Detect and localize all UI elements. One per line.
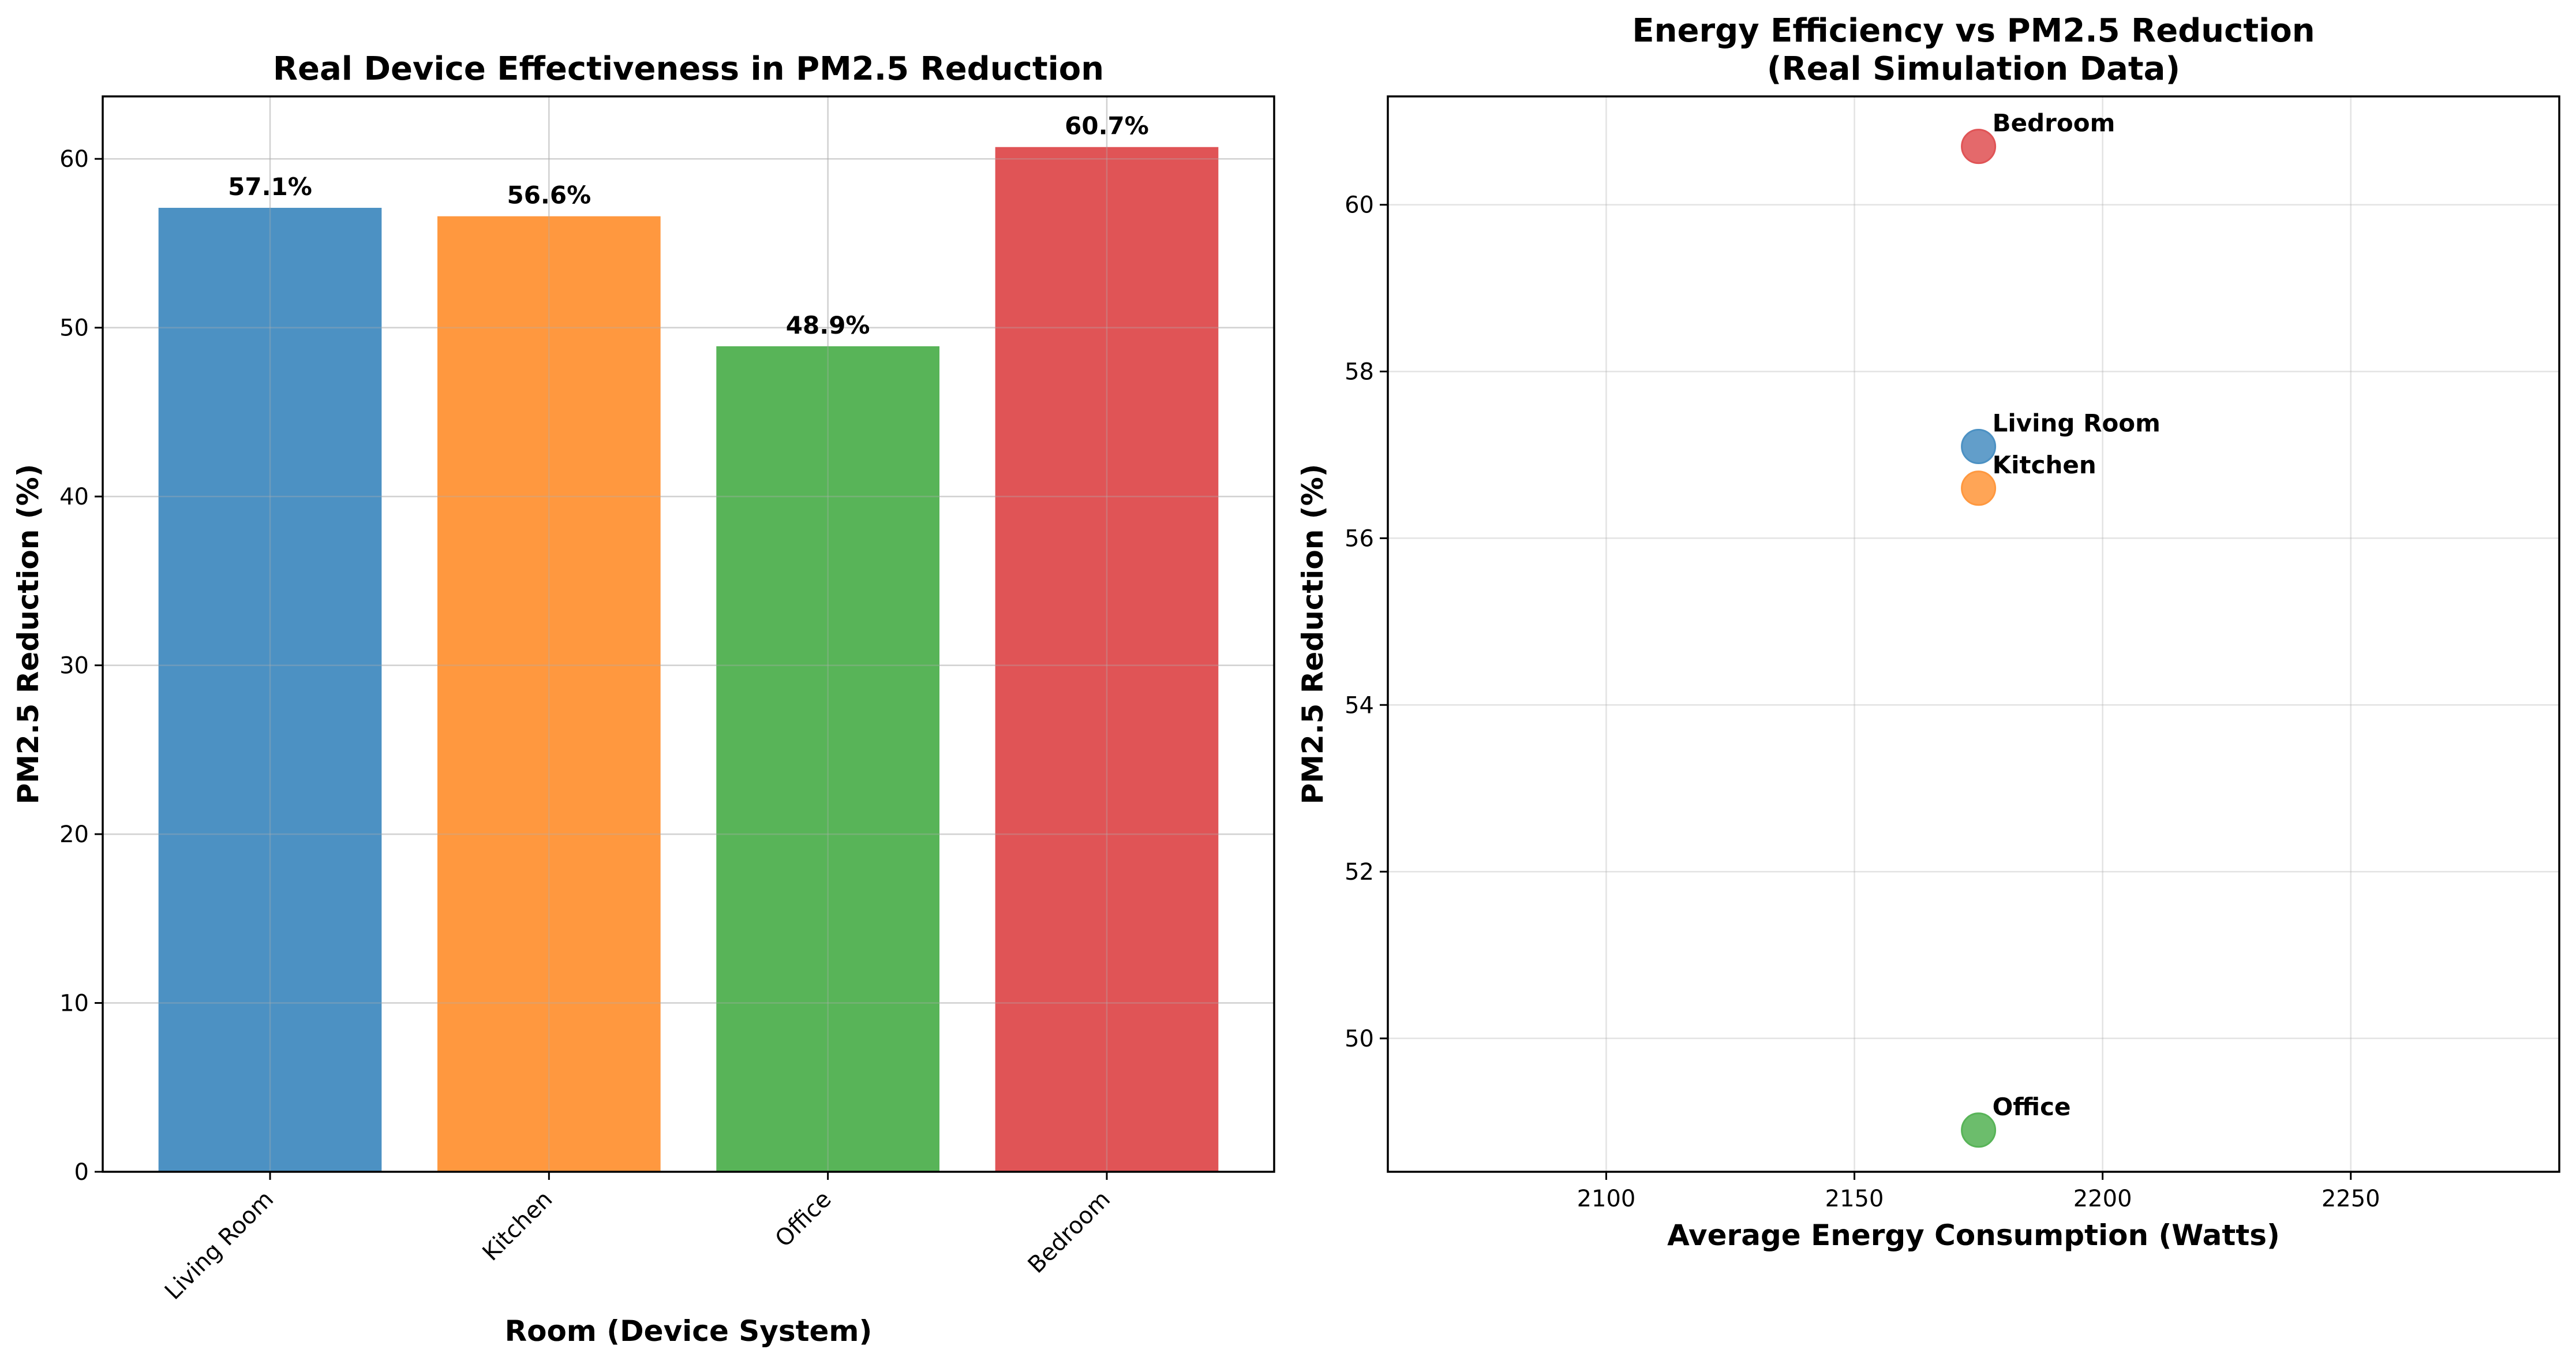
bar-y-tick-label: 50: [59, 315, 89, 342]
bar-y-tick-label: 0: [74, 1159, 89, 1186]
scatter-x-tick-label: 2100: [1577, 1186, 1636, 1212]
bar-y-tick-label: 20: [59, 821, 89, 848]
scatter-point-living-room: [1961, 429, 1997, 465]
bar-data-label: 57.1%: [228, 173, 312, 201]
scatter-chart-points: [1961, 129, 1997, 1148]
scatter-y-tick-label: 56: [1345, 525, 1374, 552]
bar-chart-title: Real Device Effectiveness in PM2.5 Reduc…: [273, 50, 1104, 88]
scatter-point-label: Office: [1993, 1093, 2071, 1121]
bar-data-label: 56.6%: [507, 181, 591, 210]
scatter-chart-frame: [1387, 95, 2560, 1173]
bar-y-tick-label: 60: [59, 146, 89, 173]
scatter-x-tick-label: 2200: [2073, 1186, 2132, 1212]
scatter-chart: Energy Efficiency vs PM2.5 Reduction (Re…: [1296, 12, 2560, 1252]
bar-office: [716, 346, 939, 1172]
bar-y-tick-label: 30: [59, 653, 89, 679]
bar-data-label: 60.7%: [1065, 112, 1149, 140]
scatter-point-bedroom: [1961, 129, 1997, 165]
bar-y-tick-label: 40: [59, 484, 89, 510]
scatter-point-office: [1961, 1112, 1997, 1148]
scatter-y-tick-label: 50: [1345, 1026, 1374, 1052]
scatter-y-tick-label: 52: [1345, 859, 1374, 885]
scatter-chart-grid: [1388, 96, 2559, 1172]
bar-chart: Real Device Effectiveness in PM2.5 Reduc…: [12, 50, 1275, 1348]
bar-bedroom: [995, 147, 1219, 1172]
scatter-chart-ticks: 2100 2150 2200 2250 50 52 54 56 58 60: [1345, 192, 2380, 1212]
scatter-chart-y-axis-label: PM2.5 Reduction (%): [1296, 464, 1330, 804]
bar-chart-bars: [158, 147, 1219, 1172]
bar-x-tick-label: Living Room: [160, 1186, 279, 1305]
bar-living-room: [158, 208, 382, 1172]
scatter-point-label: Kitchen: [1993, 451, 2096, 479]
bar-y-tick-label: 10: [59, 991, 89, 1017]
bar-chart-x-axis-label: Room (Device System): [505, 1314, 873, 1348]
scatter-y-tick-label: 58: [1345, 359, 1374, 386]
bar-x-grid-overlay: [103, 96, 1274, 1173]
bar-chart-data-labels: 57.1% 56.6% 48.9% 60.7%: [228, 112, 1149, 339]
scatter-point-label: Living Room: [1993, 409, 2161, 438]
scatter-y-tick-label: 54: [1345, 692, 1374, 719]
scatter-x-tick-label: 2250: [2322, 1186, 2380, 1212]
bar-x-tick-label: Office: [770, 1186, 837, 1253]
bar-kitchen: [437, 216, 661, 1172]
bar-chart-y-axis-label: PM2.5 Reduction (%): [12, 464, 45, 804]
scatter-point-kitchen: [1961, 470, 1997, 506]
scatter-chart-title-line-1: Energy Efficiency vs PM2.5 Reduction: [1632, 12, 2315, 50]
scatter-point-label: Bedroom: [1993, 109, 2116, 137]
scatter-y-tick-label: 60: [1345, 192, 1374, 219]
scatter-chart-point-labels: Living Room Kitchen Office Bedroom: [1993, 109, 2161, 1121]
scatter-chart-x-axis-label: Average Energy Consumption (Watts): [1667, 1219, 2280, 1252]
bar-x-tick-label: Kitchen: [478, 1186, 558, 1266]
bar-data-label: 48.9%: [786, 311, 870, 339]
bar-chart-frame: [102, 95, 1275, 1173]
scatter-chart-title-line-2: (Real Simulation Data): [1767, 50, 2180, 88]
scatter-x-tick-label: 2150: [1825, 1186, 1884, 1212]
bar-x-tick-label: Bedroom: [1023, 1186, 1115, 1279]
